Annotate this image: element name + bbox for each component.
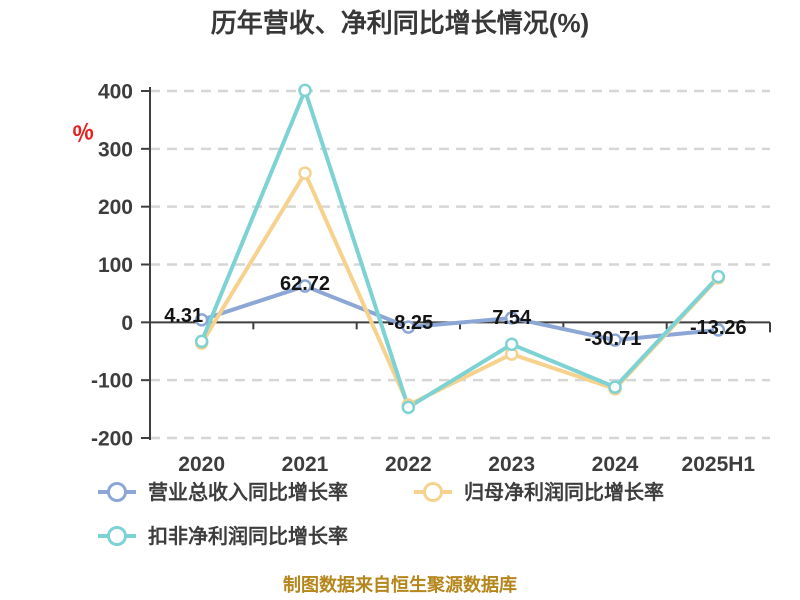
non_gaap-marker	[711, 269, 726, 284]
chart-title: 历年营收、净利同比增长情况(%)	[211, 8, 589, 38]
legend-marker-net-profit	[423, 482, 443, 502]
revenue-data-label: 62.72	[280, 273, 330, 295]
revenue-data-label: 7.54	[492, 307, 532, 329]
revenue-data-label: -30.71	[585, 328, 642, 350]
revenue-marker	[194, 313, 209, 327]
revenue-marker	[401, 320, 416, 334]
revenue-line	[199, 284, 721, 343]
non_gaap-marker	[298, 83, 312, 98]
legend-marker-revenue	[107, 482, 127, 502]
x-axis-category-label: 2023	[488, 453, 535, 476]
revenue-marker	[608, 333, 622, 347]
legend-label-revenue: 营业总收入同比增长率	[148, 480, 348, 504]
revenue-marker	[298, 279, 312, 293]
data-source-note: 制图数据来自恒生聚源数据库	[283, 574, 517, 595]
x-axis-category-label: 2021	[282, 453, 329, 476]
y-axis-tick-label: 100	[98, 254, 133, 277]
y-axis-tick-label: 0	[121, 312, 133, 335]
x-axis-category-label: 2025H1	[682, 453, 756, 476]
non_gaap-marker	[401, 400, 416, 415]
x-axis-category-label: 2020	[178, 453, 225, 476]
legend-item-non-gaap[interactable]: 扣非净利润同比增长率	[98, 524, 348, 548]
legend: 营业总收入同比增长率 归母净利润同比增长率 扣非净利润同比增长率	[98, 480, 664, 548]
y-axis-tick-label: 300	[98, 138, 133, 161]
non_gaap-marker	[608, 380, 622, 394]
plot-area: 400 300 200 100 0 -100 -200 2020 2021 2022 2023 202…	[91, 81, 771, 476]
non_gaap-marker	[194, 334, 209, 349]
y-axis-unit-label: %	[69, 118, 96, 149]
revenue-data-label: -13.26	[690, 317, 747, 339]
y-axis-tick-label: -200	[91, 428, 133, 451]
non_gaap-line	[199, 88, 721, 410]
net_profit-marker	[298, 166, 312, 180]
revenue-marker	[504, 311, 519, 325]
legend-label-net-profit: 归母净利润同比增长率	[464, 480, 664, 504]
x-axis-category-label: 2022	[385, 453, 432, 476]
legend-label-non-gaap: 扣非净利润同比增长率	[148, 524, 348, 548]
legend-item-net-profit[interactable]: 归母净利润同比增长率	[414, 480, 664, 504]
y-axis-tick-label: -100	[91, 370, 133, 393]
y-axis-tick-label: 200	[98, 196, 133, 219]
revenue-marker	[711, 323, 726, 337]
non_gaap-marker	[504, 337, 519, 352]
x-axis-category-label: 2024	[592, 453, 639, 476]
revenue-data-label: 4.31	[164, 305, 203, 327]
y-axis-tick-label: 400	[98, 81, 133, 104]
revenue-data-label: -8.25	[388, 312, 434, 334]
legend-item-revenue[interactable]: 营业总收入同比增长率	[98, 480, 348, 504]
legend-marker-non-gaap	[107, 526, 127, 546]
